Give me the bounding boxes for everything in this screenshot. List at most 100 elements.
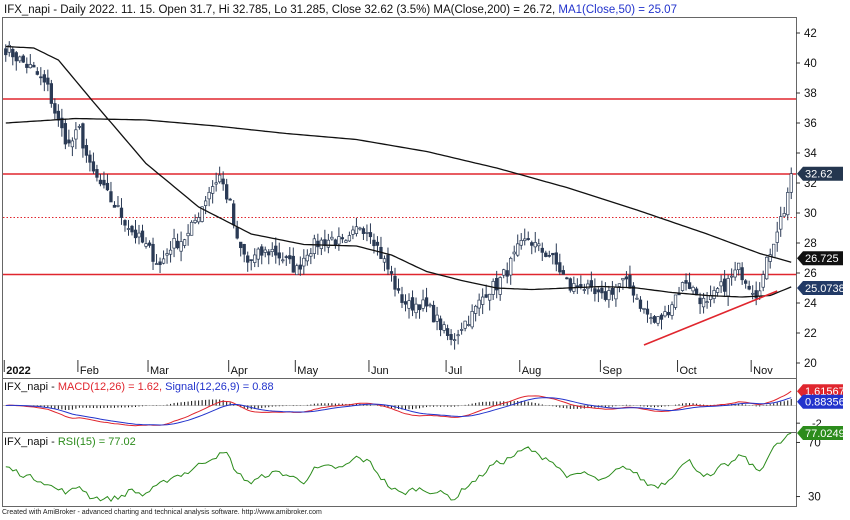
candle-body	[4, 48, 8, 56]
candle-body	[628, 274, 632, 289]
signal-line	[5, 397, 792, 426]
candle-body	[25, 63, 29, 68]
price-axis-label: 30	[804, 208, 817, 220]
month-label-may: May	[297, 365, 318, 377]
candle-body	[736, 262, 741, 270]
candle-body	[754, 290, 758, 299]
candle-body	[565, 277, 569, 280]
price-axis-label: 32	[804, 178, 817, 190]
ma200-tag-box	[797, 251, 843, 266]
candle-body	[333, 239, 338, 246]
candle-body	[214, 182, 218, 185]
candle-body	[267, 251, 271, 256]
ma200-line	[5, 117, 792, 263]
candle-body	[386, 254, 390, 270]
candle-body	[193, 219, 197, 223]
candle-body	[81, 123, 85, 149]
macd-header-macd: MACD(12,26) = 1.62,	[58, 381, 162, 393]
price-axis-label: 34	[804, 148, 817, 160]
candle-body	[365, 232, 369, 234]
candle-body	[789, 173, 793, 193]
candle-body	[666, 311, 671, 316]
candle-body	[137, 232, 141, 238]
candle-body	[91, 161, 96, 172]
candle-body	[449, 334, 453, 340]
candle-body	[130, 225, 134, 233]
macd-header: IFX_napi - MACD(12,26) = 1.62, Signal(12…	[4, 381, 274, 393]
rsi-pane-frame	[2, 432, 797, 507]
price-axis-label: 38	[804, 88, 817, 100]
macd-header-signal: Signal(12,26,9) = 0.88	[162, 381, 274, 393]
candle-body	[393, 275, 397, 290]
candle-body	[105, 182, 110, 191]
candle-body	[389, 271, 394, 274]
month-label-feb: Feb	[80, 365, 99, 377]
candle-body	[715, 288, 720, 293]
candle-body	[442, 324, 446, 331]
candle-body	[112, 204, 117, 208]
candle-body	[477, 299, 481, 309]
candle-body	[298, 264, 302, 270]
candle-body	[452, 339, 457, 342]
candle-body	[337, 236, 341, 245]
candle-body	[498, 277, 502, 295]
candle-body	[652, 316, 657, 323]
rsi-header-prefix: IFX_napi -	[4, 436, 58, 448]
candle-body	[740, 267, 744, 281]
candle-body	[312, 238, 316, 254]
price-axis-label: 42	[804, 28, 817, 40]
candle-body	[547, 255, 551, 257]
candle-body	[484, 294, 488, 298]
candle-body	[361, 228, 366, 234]
candle-body	[253, 254, 257, 263]
candle-body	[614, 286, 618, 300]
candle-body	[558, 262, 562, 273]
candle-body	[635, 297, 639, 300]
ma50-tag-text: 25.0738	[805, 283, 845, 295]
candle-body	[295, 265, 299, 276]
candle-body	[631, 285, 636, 296]
candle-body	[196, 217, 201, 223]
price-header-ma200: MA(Close,200) = 26.72,	[433, 4, 555, 16]
price-axis-label: 28	[804, 238, 817, 250]
candle-body	[765, 256, 769, 280]
candle-body	[410, 297, 415, 311]
candle-body	[344, 240, 348, 243]
candle-body	[400, 294, 404, 303]
candle-body	[424, 297, 429, 307]
rsi-tag-box	[797, 425, 843, 440]
candle-body	[309, 253, 313, 257]
macd-tag-box	[797, 384, 843, 399]
candle-body	[431, 304, 436, 323]
ma200-tag: 26.725	[797, 251, 843, 266]
candle-body	[533, 242, 537, 248]
candle-body	[263, 249, 267, 253]
rsi-tag-text: 77.0249	[805, 428, 845, 440]
candle-body	[656, 316, 660, 324]
candle-body	[270, 248, 274, 253]
candle-body	[509, 257, 513, 276]
support-trendline	[643, 290, 778, 346]
candle-body	[347, 235, 352, 242]
candle-body	[116, 205, 120, 207]
candle-body	[189, 221, 194, 236]
ma50-tag-box	[797, 280, 843, 295]
candle-body	[607, 290, 611, 301]
candle-body	[281, 259, 285, 262]
candle-body	[49, 83, 53, 104]
candle-body	[435, 314, 439, 322]
price-pane: 2022 Feb Mar Apr May Jun Jul Aug Sep Oct Nov202224…	[3, 28, 845, 377]
candle-body	[249, 259, 253, 261]
candle-body	[782, 213, 786, 217]
candle-body	[554, 252, 558, 265]
candle-body	[600, 287, 604, 294]
candle-body	[603, 291, 608, 300]
candle-body	[203, 200, 208, 206]
candle-body	[172, 238, 176, 249]
candle-body	[537, 243, 541, 247]
candle-body	[719, 281, 723, 287]
candle-body	[701, 297, 706, 308]
candle-body	[526, 238, 530, 240]
candle-body	[544, 252, 548, 257]
